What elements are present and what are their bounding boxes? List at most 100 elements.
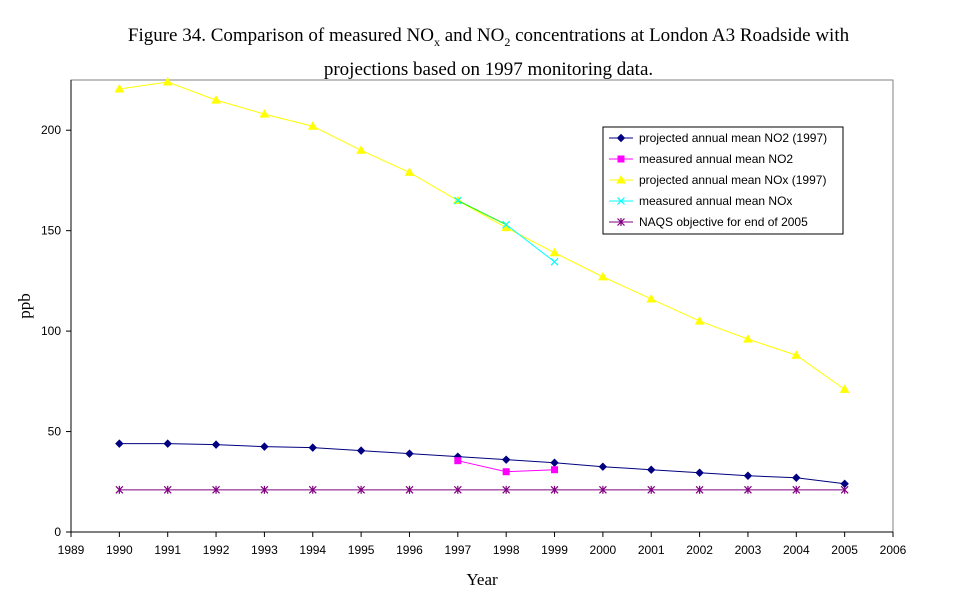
data-point (453, 196, 462, 205)
legend-entry: measured annual mean NOx (609, 194, 792, 208)
data-point (695, 468, 704, 477)
legend-entry: measured annual mean NO2 (609, 152, 793, 166)
series-line-segment (505, 224, 555, 263)
data-point (598, 485, 607, 494)
data-point (792, 473, 801, 482)
data-point (743, 334, 753, 343)
chart-title: Figure 34. Comparison of measured NOx an… (0, 22, 977, 83)
y-tick-label: 0 (54, 525, 61, 539)
data-point (260, 485, 269, 494)
data-point (404, 167, 415, 176)
data-point (743, 471, 753, 480)
data-point (405, 485, 414, 494)
data-point (162, 77, 173, 86)
data-point (502, 485, 511, 494)
legend-marker (617, 197, 625, 205)
x-tick-label: 1990 (106, 543, 133, 557)
data-point (551, 466, 559, 474)
data-point (356, 446, 366, 455)
x-tick-label: 1999 (541, 543, 568, 557)
data-point (212, 485, 220, 494)
data-point (647, 465, 656, 474)
x-tick-label: 2004 (783, 543, 810, 557)
x-tick-label: 1997 (444, 543, 471, 557)
data-point (357, 485, 366, 494)
series-layer (114, 77, 850, 494)
x-axis-title: Year (466, 570, 498, 589)
data-point (744, 485, 752, 494)
data-point (598, 462, 608, 471)
data-point (453, 485, 462, 494)
x-tick-label: 1995 (348, 543, 375, 557)
x-tick-label: 1994 (299, 543, 326, 557)
legend-box (602, 126, 844, 235)
x-tick-label: 1991 (154, 543, 181, 557)
legend-label: measured annual mean NOx (639, 194, 792, 208)
data-point (839, 384, 850, 393)
data-point (308, 485, 317, 494)
x-tick-label: 2006 (880, 543, 907, 557)
legend-label: NAQS objective for end of 2005 (639, 215, 808, 229)
title-subscript-x: x (433, 34, 440, 49)
y-axis-title: ppb (15, 293, 34, 319)
data-point (840, 479, 849, 488)
legend-label: measured annual mean NO2 (639, 152, 793, 166)
data-point (549, 247, 560, 257)
data-point (163, 485, 172, 494)
data-point (550, 485, 559, 494)
legend: projected annual mean NO2 (1997) measured… (602, 126, 844, 235)
data-point (598, 271, 608, 281)
x-tick-label: 1998 (493, 543, 520, 557)
data-point (259, 109, 270, 118)
title-subscript-2: 2 (504, 34, 511, 49)
legend-marker (616, 133, 626, 143)
data-point (454, 457, 462, 465)
chart-title-line2: projections based on 1997 monitoring dat… (323, 58, 654, 80)
chart-title-line1: Figure 34. Comparison of measured NOx an… (0, 22, 977, 56)
y-tick-label: 200 (41, 123, 61, 137)
x-tick-label: 2005 (831, 543, 858, 557)
data-point (115, 485, 124, 494)
x-tick-label: 2000 (590, 543, 617, 557)
legend-marker (617, 155, 625, 163)
x-tick-label: 2002 (686, 543, 713, 557)
data-point (211, 440, 221, 449)
data-point (550, 257, 559, 266)
x-tick-label: 1996 (396, 543, 423, 557)
data-point (307, 121, 318, 130)
series-measured-annual-mean-nox (453, 196, 559, 266)
data-point (115, 439, 124, 448)
data-point (647, 485, 656, 494)
data-point (791, 350, 802, 359)
series-projected-annual-mean-no2-1997 (115, 439, 849, 488)
title-text-3: concentrations at London A3 Roadside wit… (510, 25, 850, 46)
legend-entry: NAQS objective for end of 2005 (609, 215, 808, 229)
x-tick-label: 2003 (735, 543, 762, 557)
series-line (119, 443, 845, 485)
data-point (114, 84, 125, 93)
data-point (550, 458, 559, 467)
data-point (695, 485, 704, 494)
y-tick-label: 50 (48, 425, 62, 439)
x-tick-label: 1989 (58, 543, 85, 557)
y-tick-label: 100 (41, 324, 61, 338)
data-point (694, 316, 705, 325)
data-point (405, 449, 414, 458)
data-point (163, 439, 172, 448)
y-tick-label: 150 (41, 224, 61, 238)
data-point (356, 145, 366, 154)
series-line-segment (457, 200, 507, 226)
data-point (502, 220, 511, 229)
x-tick-label: 1993 (251, 543, 278, 557)
title-text-2: and NO (439, 25, 505, 46)
legend-label: projected annual mean NO2 (1997) (639, 131, 827, 145)
series-line (119, 81, 845, 390)
legend-marker (616, 174, 626, 184)
series-naqs-objective-for-end-of-2005 (115, 485, 849, 494)
data-point (308, 443, 317, 452)
legend-entry: projected annual mean NOx (1997) (609, 173, 826, 187)
x-tick-label: 1992 (203, 543, 230, 557)
series-projected-annual-mean-nox-1997 (114, 77, 850, 393)
legend-marker (617, 218, 625, 226)
